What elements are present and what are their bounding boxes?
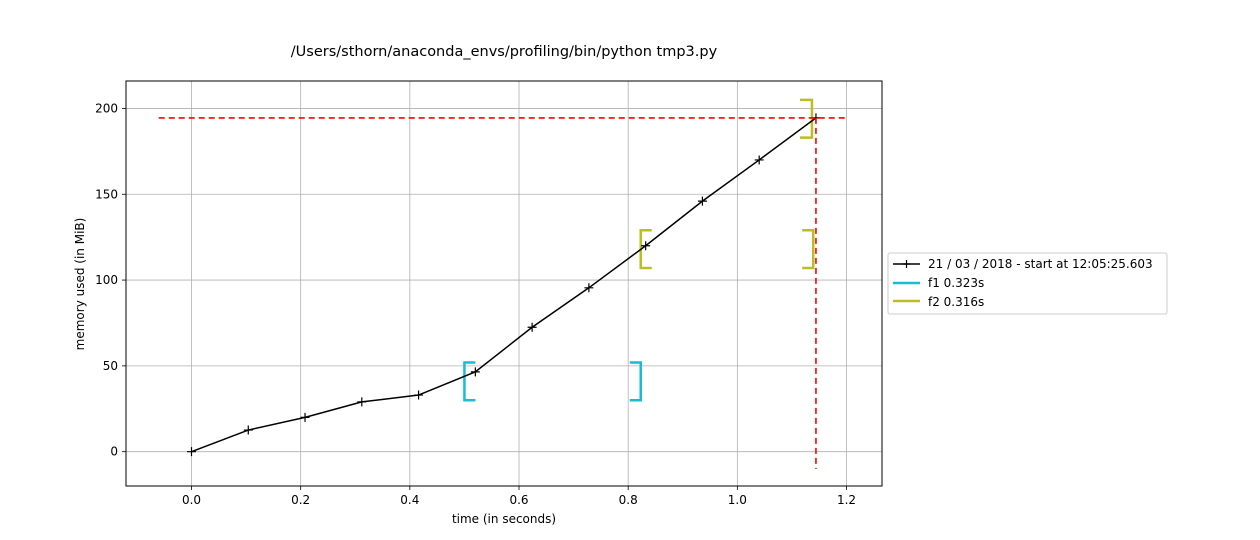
data-point-marker: [697, 196, 707, 206]
legend-item-main-series: 21 / 03 / 2018 - start at 12:05:25.603: [893, 257, 1153, 271]
data-point-marker: [414, 390, 424, 400]
x-tick-label: 0.2: [291, 493, 310, 507]
legend-item-f1: f1 0.323s: [893, 276, 984, 290]
bracket-end-max: [799, 98, 814, 139]
chart-title: /Users/sthorn/anaconda_envs/profiling/bi…: [291, 44, 718, 60]
y-tick-label: 100: [95, 273, 118, 287]
data-point-marker: [584, 283, 594, 293]
legend: 21 / 03 / 2018 - start at 12:05:25.603 f…: [887, 252, 1168, 315]
bracket-end: [629, 361, 642, 402]
x-axis-ticks: 0.0 0.2 0.4 0.6 0.8 1.0 1.2: [182, 486, 856, 507]
data-point-marker: [527, 322, 537, 332]
y-tick-label: 150: [95, 187, 118, 201]
data-point-marker: [470, 367, 480, 377]
legend-marker-plus: [902, 260, 911, 268]
data-point-marker: [300, 412, 310, 422]
y-tick-label: 0: [110, 445, 118, 459]
x-tick-label: 0.8: [619, 493, 638, 507]
function-brackets: [463, 98, 815, 402]
legend-label-f1: f1 0.323s: [928, 276, 984, 290]
data-point-marker: [187, 447, 197, 457]
data-point-marker: [641, 241, 651, 251]
max-memory-lines: [158, 117, 847, 469]
x-tick-label: 1.0: [728, 493, 747, 507]
bracket-start: [463, 361, 476, 402]
y-tick-label: 200: [95, 101, 118, 115]
x-axis-label: time (in seconds): [452, 512, 556, 526]
data-point-marker: [754, 155, 764, 165]
bracket-end: [802, 229, 815, 270]
y-axis-ticks: 0 50 100 150 200: [95, 101, 126, 459]
legend-label-f2: f2 0.316s: [928, 295, 984, 309]
plot-area-frame: [125, 80, 883, 487]
legend-label-main: 21 / 03 / 2018 - start at 12:05:25.603: [928, 257, 1153, 271]
series-line: [191, 117, 817, 453]
y-axis-label: memory used (in MiB): [73, 218, 87, 351]
data-point-marker: [243, 425, 253, 435]
y-tick-label: 50: [103, 359, 118, 373]
data-point-marker: [357, 397, 367, 407]
grid: [126, 81, 882, 486]
x-tick-label: 1.2: [837, 493, 856, 507]
legend-item-f2: f2 0.316s: [893, 295, 984, 309]
legend-box: [887, 252, 1168, 315]
x-tick-label: 0.4: [400, 493, 419, 507]
x-tick-label: 0.6: [509, 493, 528, 507]
memory-series: [187, 113, 821, 457]
x-tick-label: 0.0: [182, 493, 201, 507]
